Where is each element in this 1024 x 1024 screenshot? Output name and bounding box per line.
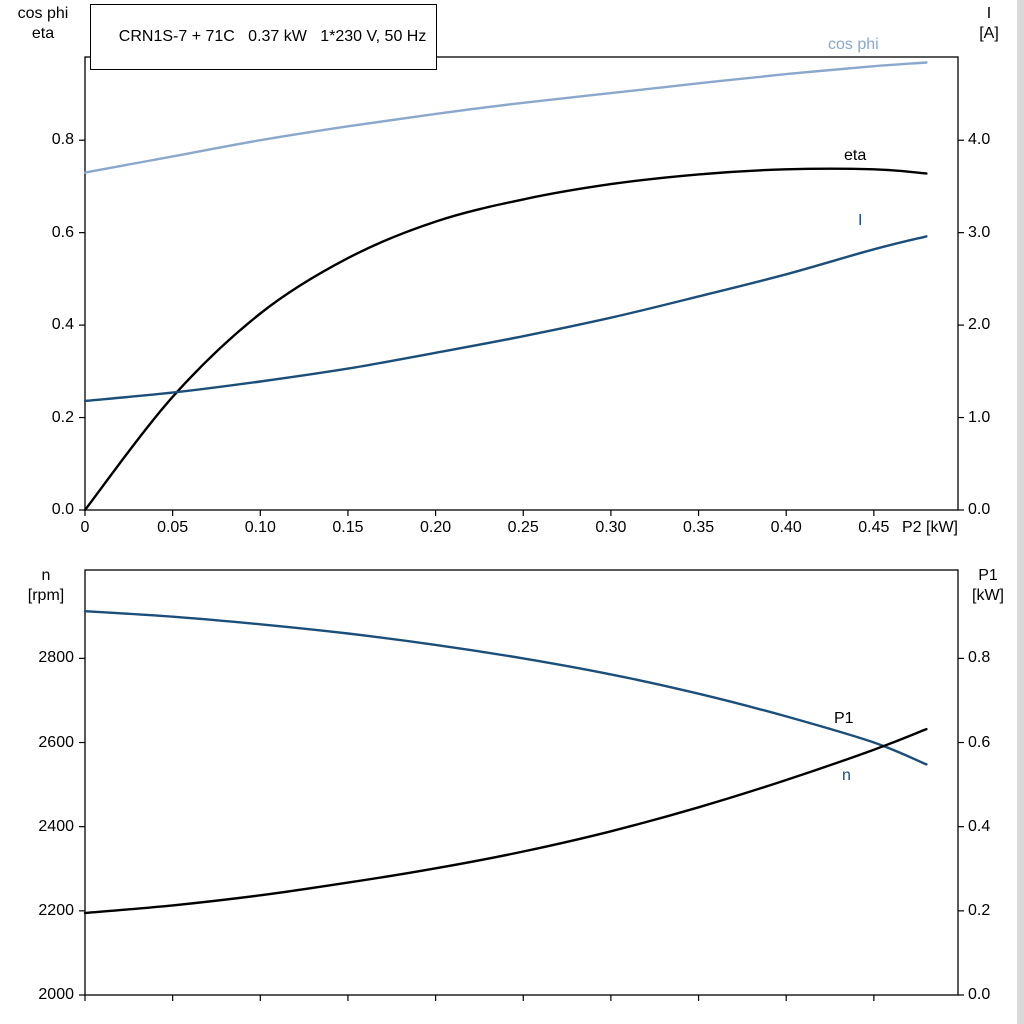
top-left-axis-header: cos phi eta: [6, 4, 80, 44]
motor-performance-top-right-tick-label: 2.0: [968, 316, 991, 334]
motor-performance-top-left-tick-label: 0.4: [51, 316, 74, 334]
right-axis-label-p1-unit: [kW]: [972, 587, 1004, 604]
motor-performance-bottom-frame: [84, 569, 959, 996]
motor-performance-top-right-tick-label: 3.0: [968, 223, 991, 241]
motor-performance-top-right-tick-label: 4.0: [968, 131, 991, 149]
chart-title: CRN1S-7 + 71C 0.37 kW 1*230 V, 50 Hz: [118, 28, 427, 45]
curve-cos-phi: [83, 61, 928, 174]
curve-eta: [83, 167, 928, 512]
left-axis-label-speed-unit: [rpm]: [27, 587, 65, 604]
curve-label-current: I: [858, 212, 863, 229]
left-axis-label-speed: n: [41, 567, 51, 584]
top-right-axis-header: I [A]: [960, 4, 1018, 44]
motor-performance-bottom-right-tick-label: 0.4: [968, 817, 991, 835]
motor-performance-top-x-tick-label: 0: [80, 519, 90, 536]
bottom-right-axis-header: P1 [kW]: [958, 566, 1018, 606]
window-edge: [1017, 0, 1024, 1024]
motor-performance-top-left-tick-label: 0.0: [51, 501, 74, 518]
x-axis-title: P2 [kW]: [901, 519, 958, 536]
chart-title-box: CRN1S-7 + 71C 0.37 kW 1*230 V, 50 Hz: [90, 4, 438, 70]
curve-label-eta: eta: [844, 147, 867, 164]
motor-performance-top-x-tick-label: 0.15: [332, 519, 364, 536]
motor-performance-bottom-right-tick-label: 0.0: [968, 986, 991, 1003]
right-axis-label-current-unit: [A]: [979, 25, 999, 42]
left-axis-label-eta: eta: [31, 25, 55, 42]
motor-performance-top-x-tick-label: 0.25: [507, 519, 539, 536]
motor-performance-bottom-right-tick-label: 0.8: [968, 649, 991, 667]
motor-performance-bottom-left-tick-label: 2600: [38, 733, 74, 751]
left-axis-label-cos-phi: cos phi: [17, 5, 69, 22]
motor-performance-top-left-tick-label: 0.6: [51, 223, 74, 241]
motor-performance-top-x-tick-label: 0.10: [244, 519, 276, 536]
motor-performance-bottom-left-tick-label: 2000: [38, 986, 74, 1003]
motor-performance-bottom-right-tick-label: 0.6: [968, 733, 991, 751]
motor-performance-top-right-tick-label: 1.0: [968, 408, 991, 426]
motor-performance-top-x-tick-label: 0.20: [420, 519, 452, 536]
bottom-left-axis-header: n [rpm]: [10, 566, 82, 606]
motor-performance-top-right-tick-label: 0.0: [968, 501, 991, 518]
motor-performance-bottom-right-tick-label: 0.2: [968, 901, 991, 919]
motor-performance-top-x-tick-label: 0.30: [595, 519, 627, 536]
curve-label-cos-phi: cos phi: [828, 36, 879, 53]
motor-performance-top-x-tick-label: 0.45: [858, 519, 890, 536]
motor-performance-top-x-tick-label: 0.35: [682, 519, 715, 536]
curve-n: [83, 610, 928, 766]
curve-label-p1: P1: [834, 710, 854, 727]
motor-performance-bottom-left-tick-label: 2200: [38, 901, 74, 919]
right-axis-label-current: I: [986, 5, 992, 22]
motor-performance-top-x-tick-label: 0.40: [770, 519, 802, 536]
right-axis-label-p1: P1: [978, 567, 998, 584]
curve-label-speed: n: [842, 767, 851, 784]
curve-i: [83, 235, 928, 403]
motor-performance-bottom-left-tick-label: 2400: [38, 817, 74, 835]
motor-performance-bottom-left-tick-label: 2800: [38, 649, 74, 667]
motor-performance-top-left-tick-label: 0.8: [51, 131, 74, 149]
curve-p1: [83, 727, 928, 915]
motor-performance-top-left-tick-label: 0.2: [51, 408, 74, 426]
motor-performance-top-frame: [84, 56, 959, 511]
motor-performance-top-x-tick-label: 0.05: [157, 519, 189, 536]
